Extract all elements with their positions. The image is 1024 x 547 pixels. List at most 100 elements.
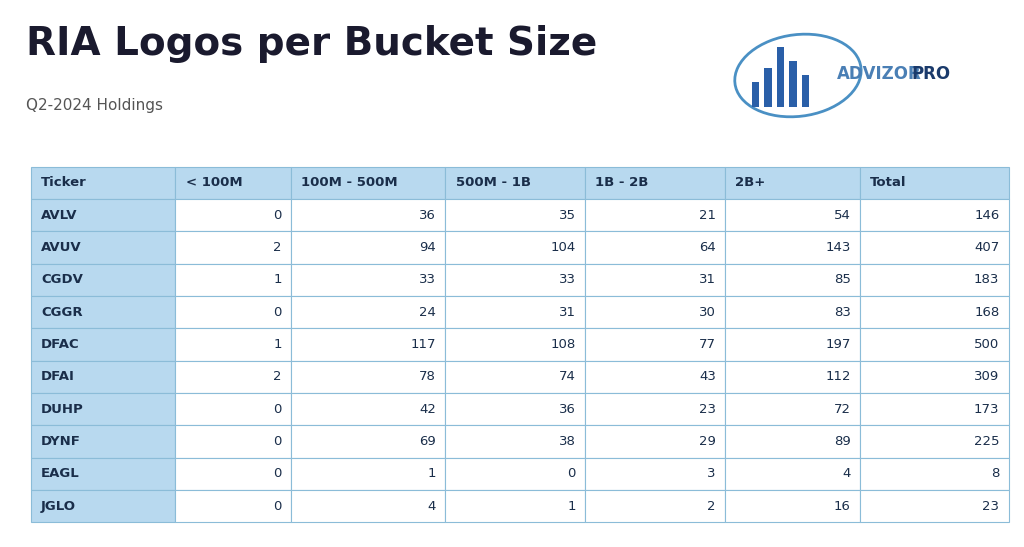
Bar (860, 167, 1009, 199)
Text: 1: 1 (273, 338, 282, 351)
Bar (860, 426, 1009, 458)
Text: AVLV: AVLV (41, 209, 78, 222)
Bar (445, 264, 585, 296)
Bar (31, 361, 175, 393)
Bar (31, 296, 175, 328)
Bar (175, 393, 291, 426)
Text: 117: 117 (411, 338, 436, 351)
Text: JGLO: JGLO (41, 500, 76, 513)
Text: 4: 4 (428, 500, 436, 513)
Text: 36: 36 (419, 209, 436, 222)
Text: 1: 1 (428, 467, 436, 480)
Bar (291, 296, 445, 328)
Bar (445, 167, 585, 199)
Bar (445, 199, 585, 231)
Bar (175, 231, 291, 264)
Bar (175, 426, 291, 458)
Text: 33: 33 (419, 274, 436, 287)
Bar (31, 264, 175, 296)
Bar (31, 393, 175, 426)
Bar (291, 199, 445, 231)
Bar (860, 393, 1009, 426)
Bar (31, 458, 175, 490)
Text: DYNF: DYNF (41, 435, 81, 448)
Bar (860, 328, 1009, 361)
Text: 31: 31 (559, 306, 575, 319)
Text: 33: 33 (559, 274, 575, 287)
Text: 2: 2 (273, 241, 282, 254)
Bar (725, 361, 860, 393)
Text: 23: 23 (698, 403, 716, 416)
Text: 31: 31 (698, 274, 716, 287)
Text: Total: Total (870, 177, 906, 189)
Text: 108: 108 (551, 338, 575, 351)
Text: RIA Logos per Bucket Size: RIA Logos per Bucket Size (26, 25, 597, 62)
Text: 225: 225 (974, 435, 999, 448)
Text: 500M - 1B: 500M - 1B (456, 177, 530, 189)
Text: 4: 4 (843, 467, 851, 480)
Bar (31, 490, 175, 522)
Text: CGGR: CGGR (41, 306, 83, 319)
Text: 16: 16 (834, 500, 851, 513)
Text: 0: 0 (567, 467, 575, 480)
Bar (585, 199, 725, 231)
Bar (860, 490, 1009, 522)
Bar (31, 426, 175, 458)
Text: 43: 43 (699, 370, 716, 383)
Text: 21: 21 (698, 209, 716, 222)
Bar (860, 458, 1009, 490)
Text: 197: 197 (825, 338, 851, 351)
Text: 24: 24 (419, 306, 436, 319)
Text: 54: 54 (834, 209, 851, 222)
Text: 2B+: 2B+ (735, 177, 766, 189)
Text: 2: 2 (273, 370, 282, 383)
Text: 30: 30 (699, 306, 716, 319)
Bar (445, 328, 585, 361)
Bar (291, 231, 445, 264)
Text: 100M - 500M: 100M - 500M (301, 177, 397, 189)
Bar (585, 167, 725, 199)
Text: 42: 42 (419, 403, 436, 416)
Bar (445, 426, 585, 458)
Text: 72: 72 (834, 403, 851, 416)
Bar (31, 199, 175, 231)
Text: 94: 94 (420, 241, 436, 254)
Text: 89: 89 (834, 435, 851, 448)
Bar (585, 426, 725, 458)
Text: 173: 173 (974, 403, 999, 416)
Bar (860, 231, 1009, 264)
Text: Q2-2024 Holdings: Q2-2024 Holdings (26, 98, 163, 113)
Text: 36: 36 (559, 403, 575, 416)
Bar (445, 490, 585, 522)
Text: 23: 23 (982, 500, 999, 513)
Text: 0: 0 (273, 435, 282, 448)
Text: 83: 83 (834, 306, 851, 319)
Bar (585, 361, 725, 393)
Text: 0: 0 (273, 306, 282, 319)
Bar (860, 296, 1009, 328)
Text: 74: 74 (559, 370, 575, 383)
Text: 500: 500 (974, 338, 999, 351)
Text: EAGL: EAGL (41, 467, 80, 480)
Bar (175, 199, 291, 231)
Text: < 100M: < 100M (185, 177, 243, 189)
Bar (291, 458, 445, 490)
Bar (585, 458, 725, 490)
Text: DFAC: DFAC (41, 338, 80, 351)
Bar (31, 328, 175, 361)
FancyBboxPatch shape (802, 75, 809, 107)
Text: 104: 104 (551, 241, 575, 254)
Bar (445, 231, 585, 264)
Text: CGDV: CGDV (41, 274, 83, 287)
Bar (291, 393, 445, 426)
Bar (445, 393, 585, 426)
Bar (31, 231, 175, 264)
FancyBboxPatch shape (752, 82, 760, 107)
Bar (725, 199, 860, 231)
Bar (291, 167, 445, 199)
Bar (291, 490, 445, 522)
Bar (175, 490, 291, 522)
Text: 1B - 2B: 1B - 2B (595, 177, 649, 189)
Text: 78: 78 (419, 370, 436, 383)
Text: AVUV: AVUV (41, 241, 82, 254)
